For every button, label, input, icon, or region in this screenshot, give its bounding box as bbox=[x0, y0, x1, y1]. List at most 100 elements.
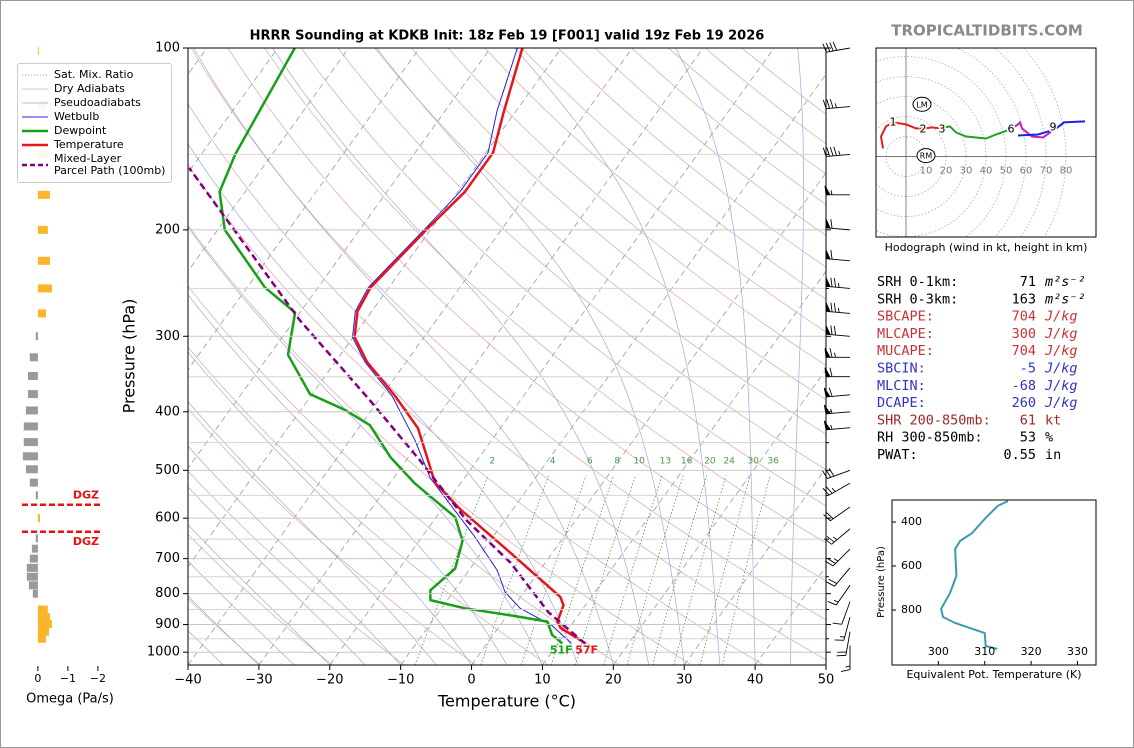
isotherm bbox=[188, 48, 279, 174]
legend-entry: Temperature bbox=[20, 139, 171, 151]
dry-adiabat bbox=[337, 48, 826, 471]
isotherm bbox=[188, 48, 350, 272]
omega-bar bbox=[37, 284, 52, 293]
omega-bar bbox=[26, 563, 38, 572]
wind-barb bbox=[823, 404, 851, 415]
mixing-ratio-label: 13 bbox=[660, 457, 671, 467]
y-tick-label: 600 bbox=[155, 511, 180, 526]
y-tick-label: 800 bbox=[155, 586, 180, 601]
index-value: 704 bbox=[1012, 309, 1036, 325]
theta-e-line bbox=[940, 500, 1009, 650]
isotherm bbox=[400, 73, 826, 665]
omega-label: Omega (Pa/s) bbox=[26, 692, 114, 707]
wind-barb bbox=[825, 218, 851, 231]
legend-swatch bbox=[22, 129, 48, 133]
index-value: 71 bbox=[1020, 274, 1036, 290]
hodo-trace bbox=[1009, 120, 1056, 139]
y-tick-label: 200 bbox=[155, 222, 180, 237]
background-lines bbox=[188, 48, 826, 665]
index-unit: m²s⁻² bbox=[1044, 274, 1086, 290]
theta-e-area bbox=[940, 500, 1009, 650]
dry-adiabat bbox=[301, 48, 826, 507]
x-tick-label: −30 bbox=[245, 673, 272, 688]
legend-entry: Wetbulb bbox=[20, 111, 171, 123]
dry-adiabat bbox=[668, 48, 826, 175]
pseudoadiabat bbox=[188, 524, 331, 665]
pseudoadiabat bbox=[188, 445, 401, 665]
omega-bar bbox=[26, 572, 38, 581]
chart-title: HRRR Sounding at KDKB Init: 18z Feb 19 [… bbox=[250, 29, 765, 44]
y-tick-label: 300 bbox=[155, 329, 180, 344]
wind-barb bbox=[836, 631, 851, 657]
mixing-ratio-label: 8 bbox=[614, 457, 620, 467]
hodo-ring-label: 20 bbox=[940, 166, 953, 177]
hodo-ring-label: 30 bbox=[960, 166, 973, 177]
mixing-ratio-line bbox=[626, 475, 684, 665]
wind-barb bbox=[825, 548, 851, 567]
dry-adiabat bbox=[594, 48, 826, 236]
index-value: 53 bbox=[1020, 430, 1036, 446]
isotherm bbox=[188, 48, 420, 371]
index-unit: in bbox=[1045, 447, 1061, 463]
index-label: RH 300-850mb: bbox=[877, 430, 983, 446]
wind-barb bbox=[822, 41, 851, 53]
omega-bar bbox=[35, 534, 38, 543]
hodo-height-label: 3 bbox=[939, 122, 946, 135]
legend-label: Sat. Mix. Ratio bbox=[54, 68, 134, 81]
pseudoadiabat bbox=[188, 595, 260, 665]
dry-adiabat bbox=[188, 164, 764, 665]
pseudoadiabat bbox=[376, 48, 685, 665]
dry-adiabat bbox=[188, 285, 621, 665]
dry-adiabat bbox=[188, 346, 549, 665]
index-value: 0.55 bbox=[1003, 447, 1036, 463]
storm-motion-marker bbox=[912, 96, 932, 112]
hodo-trace bbox=[879, 121, 941, 149]
pseudoadiabat bbox=[193, 48, 614, 665]
index-unit: J/kg bbox=[1044, 343, 1078, 359]
hodo-ring-label: 50 bbox=[1000, 166, 1013, 177]
wind-barb bbox=[824, 528, 851, 545]
mixing-ratio-label: 10 bbox=[633, 457, 645, 467]
pseudoadiabat bbox=[188, 143, 579, 665]
omega-bar bbox=[37, 605, 48, 614]
isotherm bbox=[542, 270, 826, 665]
mixing-ratio-line bbox=[414, 475, 489, 665]
hodo-height-label: 2 bbox=[920, 122, 927, 135]
index-label: MLCAPE: bbox=[877, 326, 934, 342]
omega-bar bbox=[35, 332, 38, 341]
omega-bar bbox=[23, 422, 38, 431]
hodo-ring-label: 40 bbox=[980, 166, 993, 177]
dgz-label: DGZ bbox=[73, 489, 99, 502]
omega-bar bbox=[29, 478, 38, 487]
index-label: SHR 200-850mb: bbox=[877, 412, 991, 428]
theta-x-tick-label: 330 bbox=[1067, 645, 1088, 658]
index-unit: J/kg bbox=[1044, 378, 1078, 394]
mixing-ratio-line bbox=[603, 475, 663, 665]
dry-adiabat bbox=[188, 533, 333, 665]
index-label: MUCAPE: bbox=[877, 343, 934, 359]
index-value: 704 bbox=[1012, 343, 1036, 359]
index-unit: kt bbox=[1045, 412, 1061, 428]
mixing-ratio-line bbox=[699, 475, 751, 665]
theta-x-tick-label: 310 bbox=[974, 645, 995, 658]
index-unit: J/kg bbox=[1044, 395, 1078, 411]
hodo-frame bbox=[875, 47, 1097, 238]
theta-x-tick-label: 320 bbox=[1021, 645, 1042, 658]
surface-temperature-label: 57F bbox=[575, 643, 598, 656]
x-tick-label: 20 bbox=[605, 673, 622, 688]
index-label: DCAPE: bbox=[877, 395, 926, 411]
wind-barb bbox=[825, 277, 851, 289]
hodo-ring-label: 80 bbox=[1060, 166, 1073, 177]
y-tick-label: 100 bbox=[155, 41, 180, 56]
omega-bar bbox=[35, 491, 38, 500]
legend-label: Temperature bbox=[54, 138, 124, 151]
y-tick-label: 900 bbox=[155, 617, 180, 632]
index-value: 300 bbox=[1012, 326, 1036, 342]
index-unit: J/kg bbox=[1044, 326, 1078, 342]
y-tick-label: 1000 bbox=[147, 645, 180, 660]
wind-barb bbox=[834, 617, 851, 641]
theta-y-tick-label: 800 bbox=[901, 603, 922, 616]
wind-barb bbox=[822, 99, 851, 110]
